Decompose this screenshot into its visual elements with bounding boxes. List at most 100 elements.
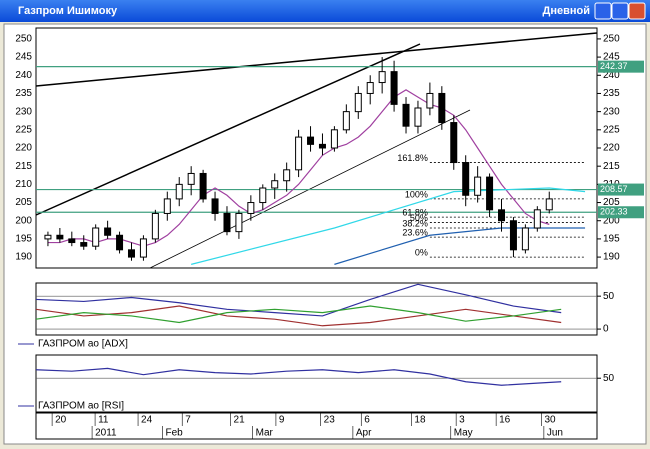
x-tick-label: 21 — [234, 415, 246, 426]
panel — [35, 354, 598, 413]
x-tick-label: 18 — [414, 415, 426, 426]
x-tick-label: 20 — [55, 415, 67, 426]
level-box — [598, 206, 644, 219]
series-line — [334, 227, 586, 265]
candle-body — [163, 198, 171, 214]
y-tick-label-left: 205 — [15, 197, 32, 208]
y-tick-label-left: 215 — [15, 161, 32, 172]
candle-body — [92, 227, 100, 247]
x-tick-label: 24 — [141, 415, 153, 426]
series-line — [191, 187, 586, 265]
candle-body — [342, 111, 350, 131]
x-tick-label-major: Jun — [547, 428, 563, 439]
minimize-button[interactable] — [594, 2, 612, 20]
y-tick-label: 245 — [603, 52, 620, 63]
series-line — [35, 305, 562, 324]
x-tick-label: 23 — [324, 415, 336, 426]
candle-body — [330, 129, 338, 149]
x-tick-label: 11 — [98, 415, 109, 426]
timeframe: Дневной — [543, 5, 591, 17]
candle-body — [426, 92, 434, 109]
level-label: 208.57 — [600, 184, 628, 194]
candle-body — [151, 212, 159, 240]
series-line — [35, 305, 562, 327]
candle-body — [462, 162, 470, 196]
candle-body — [271, 180, 279, 189]
y-tick-label: 195 — [603, 234, 620, 245]
fib-label: 61.8% — [402, 207, 428, 217]
x-tick-label: 16 — [499, 415, 511, 426]
maximize-button[interactable] — [611, 2, 629, 20]
y-tick-label: 235 — [603, 88, 620, 99]
fib-label: 161.8% — [397, 153, 428, 163]
x-tick-label-major: Feb — [166, 428, 184, 439]
fib-label: 50% — [410, 213, 428, 223]
y-tick-label: 230 — [603, 106, 620, 117]
close-button[interactable] — [628, 2, 646, 20]
candle-body — [509, 220, 517, 251]
candle-body — [235, 212, 243, 233]
y-tick-label-left: 190 — [15, 252, 32, 263]
candle-body — [354, 92, 362, 113]
y-tick-label: 240 — [603, 70, 620, 81]
window-title: Газпром Ишимоку — [18, 5, 118, 17]
y-tick-label: 250 — [603, 34, 620, 45]
legend-label: ГАЗПРОМ ао [RSI] — [38, 401, 124, 412]
title-bar — [0, 0, 650, 22]
candle-body — [175, 183, 183, 200]
x-axis — [35, 412, 598, 440]
x-tick-label-major: Apr — [356, 428, 372, 439]
y-tick-label: 220 — [603, 143, 620, 154]
candle-body — [450, 122, 458, 164]
candle-body — [80, 242, 88, 247]
candle-body — [44, 234, 52, 240]
x-tick-label: 30 — [544, 415, 556, 426]
candle-body — [56, 234, 64, 240]
candle-body — [307, 136, 315, 145]
candle-body — [474, 176, 482, 196]
x-tick-label: 6 — [364, 415, 370, 426]
x-tick-label: 3 — [459, 415, 465, 426]
candle-body — [104, 227, 112, 236]
candle-body — [366, 82, 374, 94]
y-tick-label-left: 230 — [15, 106, 32, 117]
candle-body — [402, 103, 410, 127]
y-tick-label-left: 195 — [15, 234, 32, 245]
candle-body — [390, 71, 398, 105]
y-tick-label: 50 — [603, 291, 615, 302]
series-line — [47, 89, 550, 247]
legend-label: ГАЗПРОМ ао [ADX] — [38, 339, 128, 350]
candle-body — [545, 198, 553, 211]
candle-body — [533, 209, 541, 229]
level-label: 242.37 — [600, 61, 628, 71]
candle-body — [139, 238, 147, 258]
y-tick-label-left: 210 — [15, 179, 32, 190]
candle-body — [187, 172, 195, 185]
candle-body — [438, 92, 446, 124]
candle-body — [223, 212, 231, 233]
candle-body — [116, 234, 124, 251]
candle-body — [68, 238, 76, 244]
candle-body — [199, 172, 207, 200]
y-tick-label-left: 235 — [15, 88, 32, 99]
y-tick-label: 205 — [603, 197, 620, 208]
candle-body — [378, 71, 386, 84]
x-tick-label: 7 — [185, 415, 191, 426]
candle-body — [127, 249, 135, 258]
y-tick-label: 50 — [603, 373, 615, 384]
level-label: 202.33 — [600, 207, 628, 217]
candle-body — [247, 202, 255, 214]
y-tick-label-left: 220 — [15, 143, 32, 154]
y-tick-label: 0 — [603, 324, 609, 335]
series-line — [35, 367, 562, 386]
panel — [35, 282, 598, 336]
x-tick-label-major: 2011 — [95, 428, 117, 439]
candle-body — [486, 176, 494, 211]
x-tick-label: 9 — [279, 415, 285, 426]
level-box — [598, 183, 644, 196]
level-box — [598, 60, 644, 73]
fib-label: 23.6% — [402, 227, 428, 237]
y-tick-label: 215 — [603, 161, 620, 172]
fib-label: 0% — [415, 247, 428, 257]
